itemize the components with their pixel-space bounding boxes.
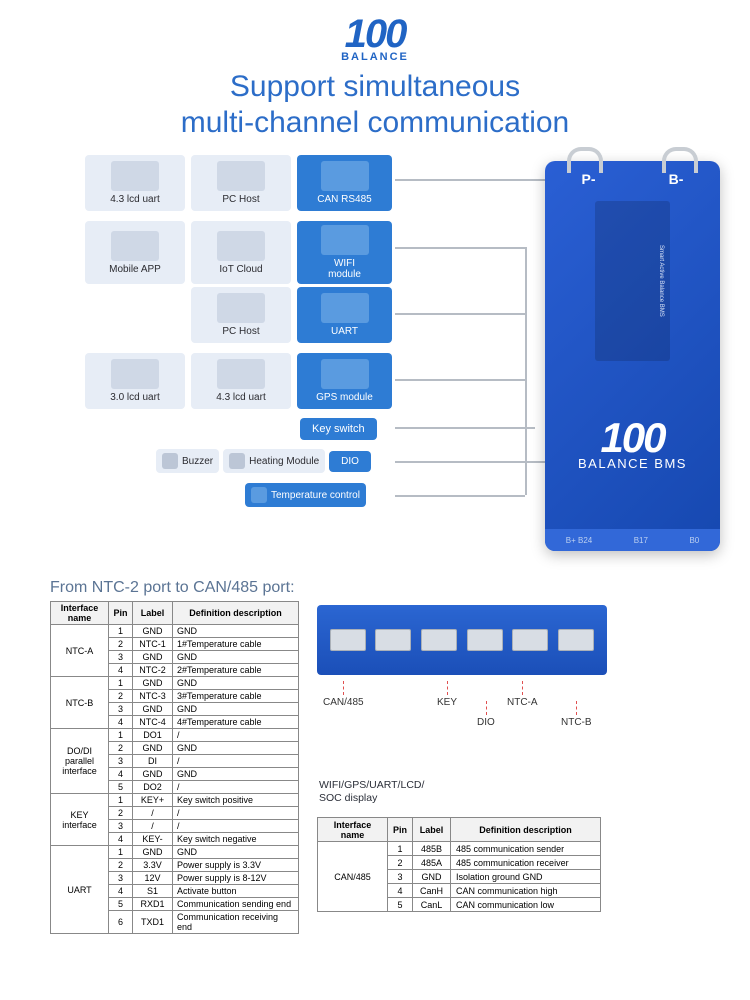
module-lcd43: 4.3 lcd uart bbox=[85, 155, 185, 211]
lcd-icon bbox=[217, 359, 265, 389]
port-labels: CAN/485 KEY NTC-A DIO NTC-B bbox=[317, 679, 710, 729]
module-pchost-2: PC Host bbox=[191, 287, 291, 343]
module-can-rs485: CAN RS485 bbox=[297, 155, 392, 211]
port-1 bbox=[330, 629, 366, 651]
headline: Support simultaneous multi-channel commu… bbox=[0, 69, 750, 141]
port-3 bbox=[421, 629, 457, 651]
gps-icon bbox=[321, 359, 369, 389]
module-heating: Heating Module bbox=[223, 449, 325, 473]
row-gps: 3.0 lcd uart 4.3 lcd uart GPS module bbox=[85, 353, 392, 409]
tables-area: InterfacenamePinLabelDefinition descript… bbox=[0, 601, 750, 934]
pin-table-right: Interface namePinLabelDefinition descrip… bbox=[317, 817, 601, 912]
module-wifi: WIFI module bbox=[297, 221, 392, 284]
bms-device: P- B- Smart Active Balance BMS 100 BALAN… bbox=[545, 161, 720, 551]
terminal-p: P- bbox=[582, 171, 596, 187]
module-gps: GPS module bbox=[297, 353, 392, 409]
lcd-icon bbox=[111, 161, 159, 191]
laptop-icon bbox=[217, 293, 265, 323]
brand-logo: 100 BALANCE bbox=[0, 0, 750, 65]
row-can-rs485: 4.3 lcd uart PC Host CAN RS485 bbox=[85, 155, 392, 211]
wifi-caption: WIFI/GPS/UART/LCD/SOC display bbox=[319, 779, 710, 805]
lcd-icon bbox=[111, 359, 159, 389]
laptop-icon bbox=[217, 231, 265, 261]
port-6 bbox=[558, 629, 594, 651]
row-temp: Temperature control bbox=[245, 483, 366, 507]
key-switch-label: Key switch bbox=[300, 418, 377, 440]
section-title: From NTC-2 port to CAN/485 port: bbox=[50, 579, 750, 597]
device-logo: 100 BALANCE BMS bbox=[545, 414, 720, 471]
module-iot-cloud: IoT Cloud bbox=[191, 221, 291, 284]
device-sticker: Smart Active Balance BMS bbox=[595, 201, 670, 361]
terminal-b: B- bbox=[669, 171, 684, 187]
device-bottom-labels: B+ B24 B17 B0 bbox=[545, 529, 720, 551]
module-temperature: Temperature control bbox=[245, 483, 366, 507]
port-strip bbox=[317, 605, 607, 675]
usb-icon bbox=[321, 293, 369, 323]
module-lcd30: 3.0 lcd uart bbox=[85, 353, 185, 409]
module-lcd43-2: 4.3 lcd uart bbox=[191, 353, 291, 409]
module-buzzer: Buzzer bbox=[156, 449, 219, 473]
temp-icon bbox=[251, 487, 267, 503]
laptop-icon bbox=[217, 161, 265, 191]
phone-icon bbox=[111, 231, 159, 261]
module-pchost-1: PC Host bbox=[191, 155, 291, 211]
module-dio: DIO bbox=[329, 451, 371, 472]
port-4 bbox=[467, 629, 503, 651]
wifi-icon bbox=[321, 225, 369, 255]
port-2 bbox=[375, 629, 411, 651]
pin-table-left: InterfacenamePinLabelDefinition descript… bbox=[50, 601, 299, 934]
cable-icon bbox=[321, 161, 369, 191]
heating-icon bbox=[229, 453, 245, 469]
row-uart: PC Host UART bbox=[191, 287, 392, 343]
row-dio: Buzzer Heating Module DIO bbox=[156, 449, 371, 473]
buzzer-icon bbox=[162, 453, 178, 469]
module-uart: UART bbox=[297, 287, 392, 343]
row-wifi: Mobile APP IoT Cloud WIFI module bbox=[85, 221, 392, 284]
connection-diagram: 4.3 lcd uart PC Host CAN RS485 Mobile AP… bbox=[0, 151, 750, 571]
logo-subtext: BALANCE bbox=[341, 51, 409, 63]
port-5 bbox=[512, 629, 548, 651]
module-mobile-app: Mobile APP bbox=[85, 221, 185, 284]
